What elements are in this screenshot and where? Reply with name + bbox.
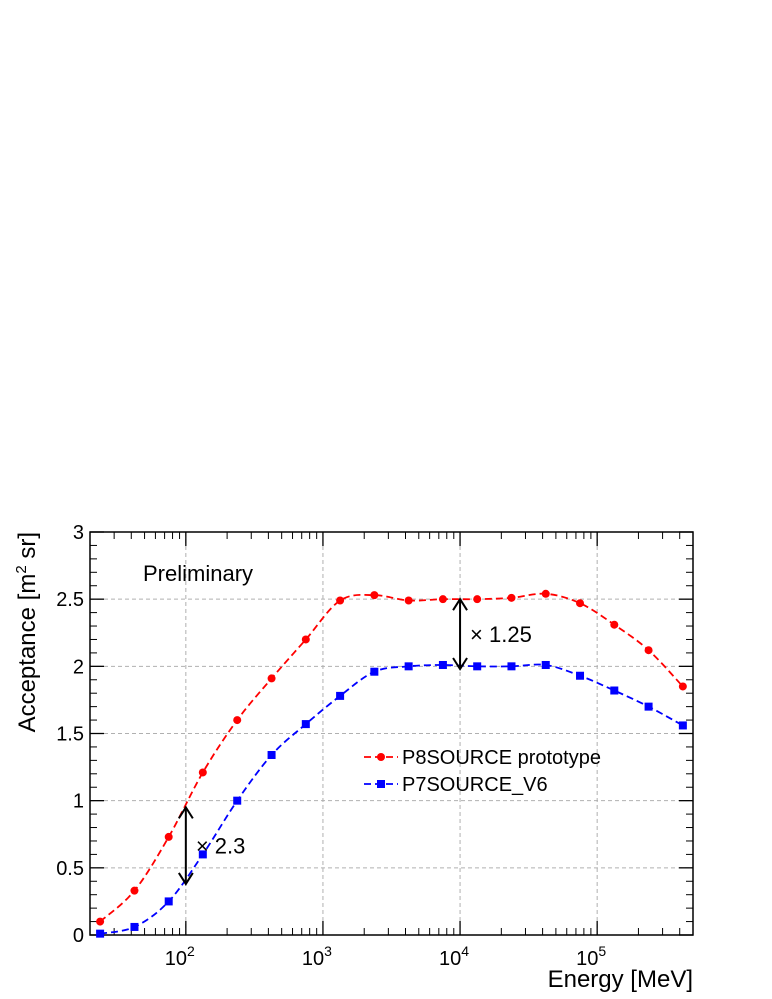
y-tick-label: 0 bbox=[73, 925, 84, 947]
data-point-p8source bbox=[678, 682, 687, 691]
y-axis-title-main: Acceptance [m bbox=[14, 574, 41, 733]
data-point-p7source bbox=[96, 929, 105, 938]
data-point-p7source bbox=[507, 662, 516, 671]
series-layer bbox=[96, 589, 687, 938]
data-point-p8source bbox=[370, 591, 379, 600]
data-point-p7source bbox=[164, 897, 173, 906]
grid bbox=[90, 532, 693, 935]
data-point-p8source bbox=[130, 886, 139, 895]
data-point-p8source bbox=[507, 593, 516, 602]
data-point-p8source bbox=[198, 768, 207, 777]
data-point-p7source bbox=[130, 922, 139, 931]
legend: P8SOURCE prototype P7SOURCE_V6 bbox=[364, 747, 601, 796]
data-point-p8source bbox=[336, 596, 345, 605]
series-line-p7source bbox=[99, 663, 684, 935]
y-tick-label: 2 bbox=[73, 656, 84, 678]
data-point-p8source bbox=[541, 589, 550, 598]
data-point-p7source bbox=[644, 702, 653, 711]
x-tick-label: 103 bbox=[302, 943, 332, 970]
ratio-arrow-low-head-bottom bbox=[177, 872, 194, 886]
x-tick-label: 105 bbox=[576, 943, 606, 970]
data-point-p8source bbox=[610, 620, 619, 629]
data-point-p8source bbox=[301, 635, 310, 644]
data-point-p8source bbox=[576, 599, 585, 608]
legend-label-p7source: P7SOURCE_V6 bbox=[402, 774, 548, 796]
annotations: Preliminary × 1.25 × 2.3 bbox=[143, 561, 532, 886]
y-tick-label: 0.5 bbox=[56, 858, 84, 880]
ratio-arrow-high-head-top bbox=[452, 597, 468, 611]
x-tick-label: 102 bbox=[165, 943, 195, 970]
data-point-p8source bbox=[644, 646, 653, 655]
tick-labels: 0 0.5 1 1.5 2 2.5 3 102 103 104 105 bbox=[56, 522, 606, 970]
data-point-p7source bbox=[198, 850, 207, 859]
legend-marker-0 bbox=[377, 753, 385, 761]
data-point-p7source bbox=[678, 721, 687, 730]
data-point-p7source bbox=[336, 691, 345, 700]
y-tick-label: 3 bbox=[73, 522, 84, 544]
ratio-label-low: × 2.3 bbox=[196, 834, 246, 859]
data-point-p7source bbox=[267, 750, 276, 759]
ratio-arrow-low-head-top bbox=[177, 805, 194, 819]
y-axis-title: Acceptance [m2 sr] bbox=[13, 532, 41, 732]
y-tick-label: 1 bbox=[73, 791, 84, 813]
data-point-p7source bbox=[301, 720, 310, 729]
data-point-p8source bbox=[267, 674, 276, 683]
data-point-p7source bbox=[233, 796, 242, 805]
y-tick-label: 1.5 bbox=[56, 724, 84, 746]
data-point-p8source bbox=[438, 595, 447, 604]
data-point-p7source bbox=[541, 660, 550, 669]
data-point-p8source bbox=[473, 595, 482, 604]
data-point-p7source bbox=[438, 660, 447, 669]
preliminary-label: Preliminary bbox=[143, 561, 253, 586]
y-axis-title-tail: sr] bbox=[14, 532, 41, 565]
x-axis-title: Energy [MeV] bbox=[548, 966, 693, 993]
ratio-arrow-high-head-bottom bbox=[452, 657, 468, 671]
data-point-p8source bbox=[164, 832, 173, 841]
data-point-p8source bbox=[96, 917, 105, 926]
y-tick-label: 2.5 bbox=[56, 589, 84, 611]
data-point-p7source bbox=[610, 686, 619, 695]
data-point-p8source bbox=[404, 596, 413, 605]
legend-marker-1 bbox=[377, 780, 385, 788]
data-point-p8source bbox=[233, 716, 242, 725]
ratio-label-high: × 1.25 bbox=[470, 622, 532, 647]
y-axis-title-sup: 2 bbox=[13, 565, 30, 573]
data-point-p7source bbox=[370, 667, 379, 676]
data-point-p7source bbox=[404, 662, 413, 671]
data-point-p7source bbox=[473, 662, 482, 671]
data-point-p7source bbox=[576, 671, 585, 680]
x-tick-label: 104 bbox=[439, 943, 469, 970]
legend-label-p8source: P8SOURCE prototype bbox=[402, 747, 601, 769]
